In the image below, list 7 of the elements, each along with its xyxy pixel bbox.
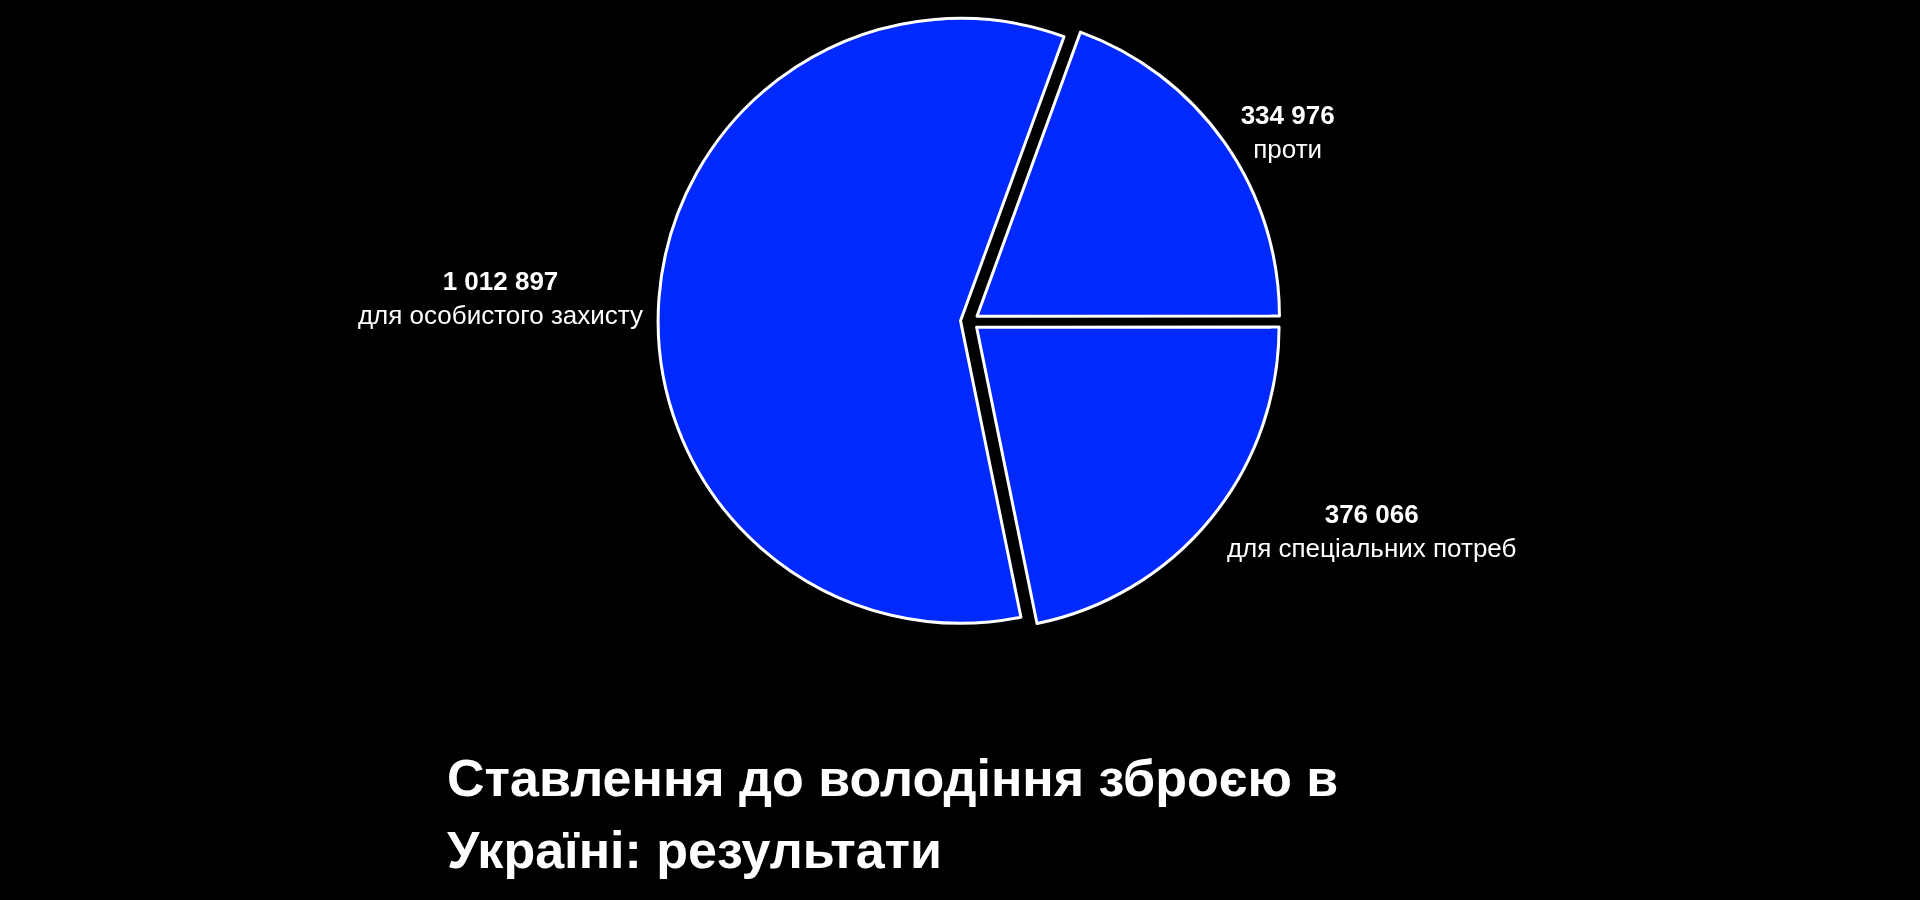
data-label: 334 976 xyxy=(1240,100,1335,131)
text: Ставлення до володіння зброєю в Україні: результати xyxy=(447,748,1340,881)
slice-label: для особистого захисту xyxy=(357,300,643,331)
slice-label: проти xyxy=(1253,134,1323,165)
data-label: 1 012 897 xyxy=(442,266,559,297)
slice-label: для спеціальних потреб xyxy=(1226,533,1517,564)
data-label: 376 066 xyxy=(1324,499,1419,530)
